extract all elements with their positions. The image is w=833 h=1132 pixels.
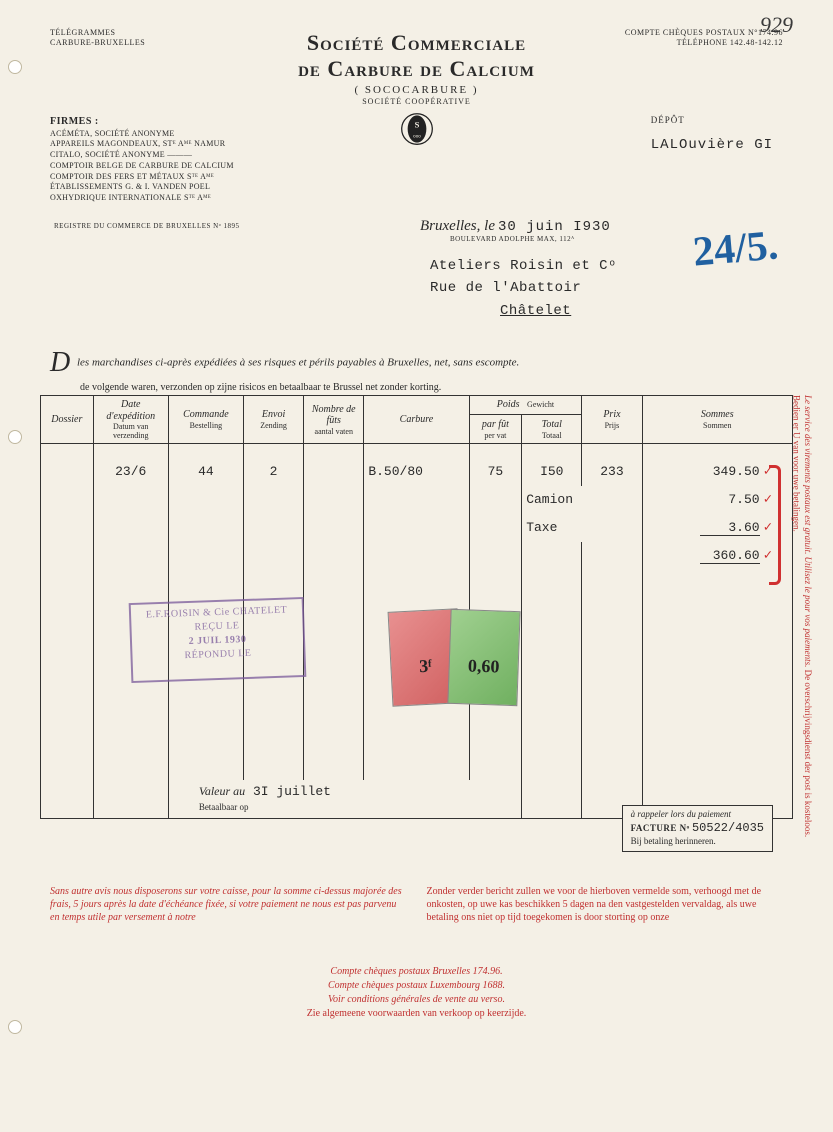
extra-label: Taxe xyxy=(522,514,642,542)
punch-hole xyxy=(8,1020,22,1034)
firmes-line: CITALO, SOCIÉTÉ ANONYME ——— xyxy=(50,150,234,161)
recipient-city: Châtelet xyxy=(500,300,617,322)
firmes-line: OXHYDRIQUE INTERNATIONALE Sᵀᴱ Aᴹᴱ xyxy=(50,193,234,204)
cheques-label: COMPTE CHÈQUES POSTAUX N°174.96 xyxy=(625,28,783,37)
depot-block: DÉPÔT LALOuvière GI xyxy=(651,115,773,153)
fiscal-red-value: 3ᶠ xyxy=(419,656,433,677)
facture-label: FACTURE Nᵒ xyxy=(631,823,690,833)
telegram-value: CARBURE-BRUXELLES xyxy=(50,38,145,47)
firmes-list: FIRMES : ACÉMÉTA, SOCIÉTÉ ANONYME APPARE… xyxy=(50,115,234,204)
fiscal-stamp-green: 0,60 xyxy=(447,609,520,706)
cell-nombre xyxy=(304,458,364,486)
company-logo-icon: S ooo xyxy=(400,112,434,146)
firmes-line: COMPTOIR DES FERS ET MÉTAUX Sᵀᴱ Aᴹᴱ xyxy=(50,172,234,183)
table-row: 23/6 44 2 B.50/80 75 I50 233 349.50✓ xyxy=(41,458,793,486)
date-block: Bruxelles, le 30 juin I930 BOULEVARD ADO… xyxy=(420,218,611,243)
depot-value: LALOuvière GI xyxy=(651,137,773,153)
firmes-line: ACÉMÉTA, SOCIÉTÉ ANONYME xyxy=(50,129,234,140)
valeur-label-fr: Valeur au xyxy=(199,784,245,798)
invoice-page: 929 TÉLÉGRAMMES CARBURE-BRUXELLES COMPTE… xyxy=(0,0,833,1132)
blue-pencil-annotation: 24/5. xyxy=(691,221,780,276)
th-commande: CommandeBestelling xyxy=(168,396,243,444)
fiscal-stamps: 3ᶠ 0,60 xyxy=(390,580,519,705)
red-bracket-icon xyxy=(769,465,781,585)
firmes-line: COMPTOIR BELGE DE CARBURE DE CALCIUM xyxy=(50,161,234,172)
cell-envoi: 2 xyxy=(244,458,304,486)
facture-hint: à rappeler lors du paiement xyxy=(631,809,732,819)
cell-dossier xyxy=(41,458,94,486)
footer-nl: Zonder verder bericht zullen we voor de … xyxy=(427,885,784,924)
table-row-total: 360.60✓ xyxy=(41,542,793,570)
footer-accounts: Compte chèques postaux Bruxelles 174.96.… xyxy=(50,965,783,1021)
cell-poids-fut: 75 xyxy=(469,458,522,486)
recipient-name: Ateliers Roisin et Cᵒ xyxy=(430,255,617,277)
telephone-label: TÉLÉPHONE 142.48-142.12 xyxy=(677,38,783,47)
cell-prix: 233 xyxy=(582,458,642,486)
company-name-2: de Carbure de Calcium xyxy=(40,56,793,82)
facture-number: 50522/4035 xyxy=(692,821,764,835)
registry-line: REGISTRE DU COMMERCE DE BRUXELLES Nᵒ 189… xyxy=(54,222,239,230)
punch-hole xyxy=(8,430,22,444)
telegram-note: TÉLÉGRAMMES CARBURE-BRUXELLES xyxy=(50,28,145,49)
footer-center-line: Compte chèques postaux Luxembourg 1688. xyxy=(50,979,783,993)
cell-poids-total: I50 xyxy=(522,458,582,486)
th-carbure: Carbure xyxy=(364,396,469,444)
intro-nl: de volgende waren, verzonden op zijne ri… xyxy=(80,381,783,394)
th-prix: PrixPrijs xyxy=(582,396,642,444)
receipt-stamp: E.F.ROISIN & Cie CHATELET REÇU LE 2 JUIL… xyxy=(129,597,307,683)
depot-label: DÉPÔT xyxy=(651,115,685,125)
vertical-red-note: Le service des virements postaux est gra… xyxy=(793,395,813,855)
sender-address: BOULEVARD ADOLPHE MAX, 112ᴬ xyxy=(450,235,611,243)
footer-notice: Sans autre avis nous disposerons sur vot… xyxy=(50,885,783,924)
th-poids-fut: par fûtper vat xyxy=(469,415,522,444)
th-poids-total: TotalTotaal xyxy=(522,415,582,444)
cell-carbure: B.50/80 xyxy=(364,458,469,486)
footer-center-line: Voir conditions générales de vente au ve… xyxy=(50,993,783,1007)
intro-text: D les marchandises ci-après expédiées à … xyxy=(50,345,783,394)
recipient-street: Rue de l'Abattoir xyxy=(430,277,617,299)
date-typed: 30 juin I930 xyxy=(498,219,611,235)
svg-text:ooo: ooo xyxy=(413,134,421,140)
firmes-title: FIRMES : xyxy=(50,115,234,129)
table-row-extra: Camion 7.50✓ xyxy=(41,486,793,514)
cell-date: 23/6 xyxy=(93,458,168,486)
th-envoi: EnvoiZending xyxy=(244,396,304,444)
footer-center-line: Zie algemeene voorwaarden van verkoop op… xyxy=(50,1007,783,1021)
vertical-fr: Le service des virements postaux est gra… xyxy=(803,395,813,667)
th-sommes: SommesSommen xyxy=(642,396,792,444)
svg-text:S: S xyxy=(414,119,419,129)
intro-fr: les marchandises ci-après expédiées à se… xyxy=(77,357,519,369)
cheques-note: COMPTE CHÈQUES POSTAUX N°174.96 TÉLÉPHON… xyxy=(625,28,783,49)
th-nombre: Nombre de fûtsaantal vaten xyxy=(304,396,364,444)
telegram-label: TÉLÉGRAMMES xyxy=(50,28,116,37)
firmes-line: ÉTABLISSEMENTS G. & I. VANDEN POEL xyxy=(50,182,234,193)
valeur-typed: 3I juillet xyxy=(253,784,331,799)
th-date: Date d'expéditionDatum van verzending xyxy=(93,396,168,444)
firmes-line: APPAREILS MAGONDEAUX, STᴱ Aᴹᴱ NAMUR xyxy=(50,139,234,150)
recipient-block: Ateliers Roisin et Cᵒ Rue de l'Abattoir … xyxy=(430,255,617,322)
date-city: Bruxelles, le xyxy=(420,218,495,234)
cell-commande: 44 xyxy=(168,458,243,486)
th-poids-group: Poids Gewicht xyxy=(469,396,582,415)
valeur-label-nl: Betaalbaar op xyxy=(199,802,249,812)
th-dossier: Dossier xyxy=(41,396,94,444)
initial-d: D xyxy=(50,345,70,381)
company-type: SOCIÉTÉ COOPÉRATIVE xyxy=(40,97,793,106)
extra-label: Camion xyxy=(522,486,642,514)
facture-number-box: à rappeler lors du paiement FACTURE Nᵒ 5… xyxy=(622,805,773,852)
fiscal-green-value: 0,60 xyxy=(468,655,500,676)
table-row-extra: Taxe 3.60✓ xyxy=(41,514,793,542)
footer-fr: Sans autre avis nous disposerons sur vot… xyxy=(50,885,407,924)
company-short: ( SOCOCARBURE ) xyxy=(40,84,793,96)
facture-hint-nl: Bij betaling herinneren. xyxy=(631,836,716,846)
footer-center-line: Compte chèques postaux Bruxelles 174.96. xyxy=(50,965,783,979)
punch-hole xyxy=(8,60,22,74)
